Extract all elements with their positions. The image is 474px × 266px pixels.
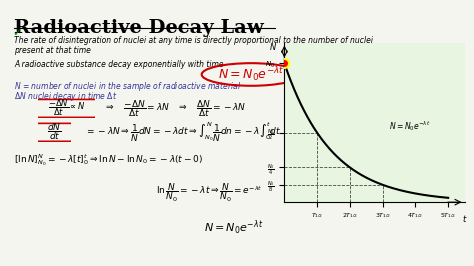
Text: $N$ = number of nuclei in the sample of radioactive material: $N$ = number of nuclei in the sample of … bbox=[14, 80, 241, 93]
Text: $N=N_0e^{-\lambda t}$: $N=N_0e^{-\lambda t}$ bbox=[389, 119, 430, 133]
Text: $\dfrac{dN}{dt}$: $\dfrac{dN}{dt}$ bbox=[47, 122, 62, 142]
Text: $N = N_0 e^{-\lambda t}$: $N = N_0 e^{-\lambda t}$ bbox=[204, 218, 263, 237]
Text: ✓: ✓ bbox=[12, 28, 21, 38]
Text: The rate of disintegration of nuclei at any time is directly proportional to the: The rate of disintegration of nuclei at … bbox=[14, 36, 373, 55]
Text: $\dfrac{-\Delta N}{\Delta t} \propto N$: $\dfrac{-\Delta N}{\Delta t} \propto N$ bbox=[48, 98, 85, 118]
Text: $\ln \dfrac{N}{N_0} = -\lambda t \Rightarrow \dfrac{N}{N_0} = e^{-\lambda t}$: $\ln \dfrac{N}{N_0} = -\lambda t \Righta… bbox=[156, 182, 263, 204]
Text: $t$: $t$ bbox=[462, 213, 467, 224]
Text: $= -\lambda N \Rightarrow \dfrac{1}{N} dN = -\lambda dt \Rightarrow \int_{N_0}^{: $= -\lambda N \Rightarrow \dfrac{1}{N} d… bbox=[85, 121, 282, 144]
Text: $[\ln N]_{N_0}^{N} = -\lambda [t]_0^t \Rightarrow \ln N - \ln N_0 = -\lambda(t -: $[\ln N]_{N_0}^{N} = -\lambda [t]_0^t \R… bbox=[14, 152, 203, 168]
Text: $\Rightarrow$   $\dfrac{-\Delta N}{\Delta t} = \lambda N$   $\Rightarrow$   $\df: $\Rightarrow$ $\dfrac{-\Delta N}{\Delta … bbox=[104, 98, 246, 119]
Text: Radioactive Decay Law: Radioactive Decay Law bbox=[14, 19, 264, 37]
Text: A radioactive substance decay exponentially with time: A radioactive substance decay exponentia… bbox=[14, 60, 224, 69]
Text: $\Delta N$ nuclei decay in time $\Delta t$: $\Delta N$ nuclei decay in time $\Delta … bbox=[14, 90, 118, 103]
Text: $N$: $N$ bbox=[269, 41, 277, 52]
Text: $N = N_0 e^{-\lambda t}$: $N = N_0 e^{-\lambda t}$ bbox=[218, 65, 284, 83]
